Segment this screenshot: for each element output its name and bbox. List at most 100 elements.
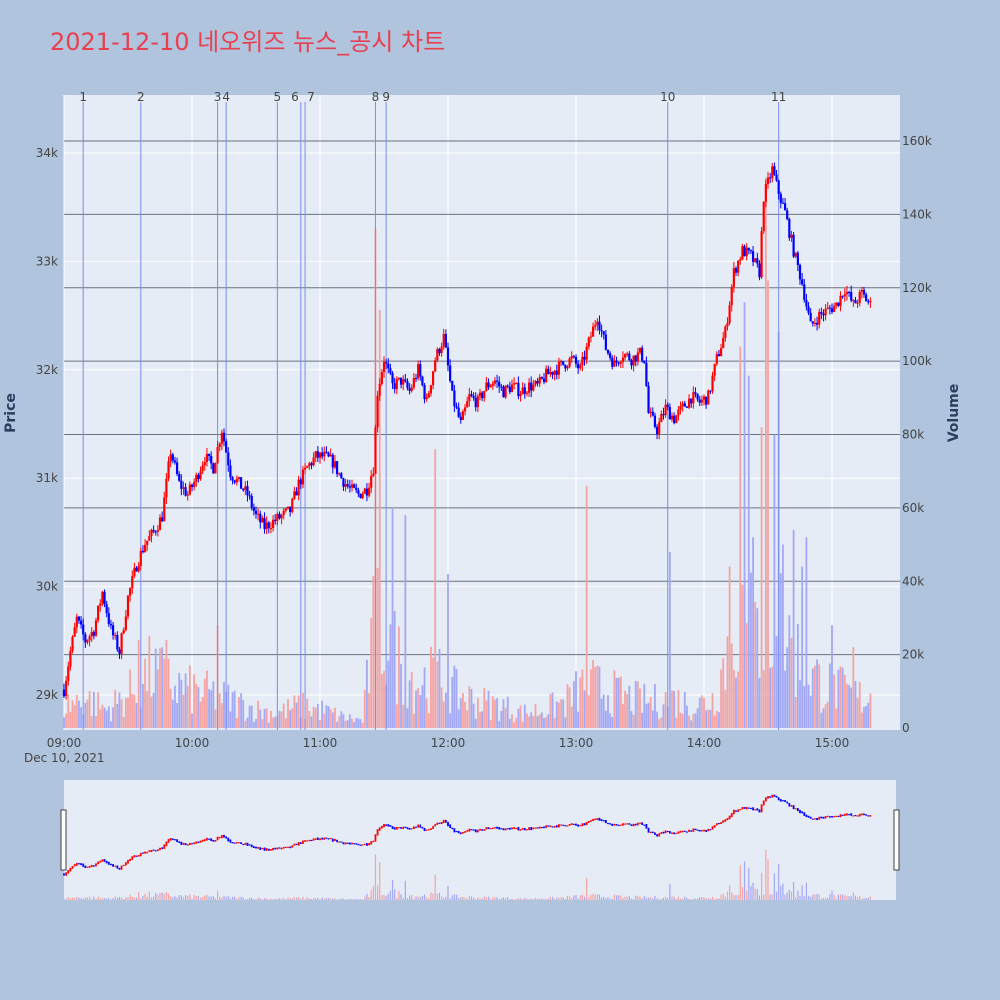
- slider-candle: [622, 823, 624, 826]
- volume-bar: [788, 615, 791, 728]
- price-candle: [466, 396, 469, 408]
- slider-candle: [165, 841, 168, 847]
- slider-candle: [822, 816, 825, 819]
- slider-volume-bar: [95, 898, 97, 900]
- slider-candle: [408, 828, 411, 830]
- slider-candle: [634, 823, 637, 826]
- volume-bar: [732, 669, 735, 728]
- slider-volume-bar: [67, 896, 69, 900]
- price-candle: [658, 417, 661, 440]
- slider-candle: [583, 823, 586, 826]
- slider-candle: [645, 823, 648, 829]
- slider-candle: [479, 828, 481, 831]
- slider-volume-bar: [658, 899, 660, 900]
- price-candle: [267, 520, 270, 534]
- volume-tick-label: 0: [902, 721, 910, 735]
- price-candle: [455, 402, 458, 410]
- slider-volume-bar: [144, 893, 146, 900]
- slider-volume-bar: [526, 898, 528, 900]
- price-candle: [602, 330, 605, 340]
- volume-bar: [594, 666, 597, 728]
- price-candle: [587, 336, 590, 350]
- slider-volume-bar: [441, 896, 443, 900]
- volume-bar: [724, 689, 727, 728]
- slider-candle: [788, 803, 791, 807]
- slider-candle: [491, 827, 494, 830]
- slider-candle: [540, 826, 543, 829]
- volume-bar: [165, 639, 168, 728]
- volume-bar: [282, 703, 285, 728]
- slider-candle: [711, 826, 714, 830]
- volume-bar: [673, 691, 676, 728]
- slider-candle: [385, 824, 388, 826]
- slider-candle: [84, 865, 87, 868]
- volume-bar: [146, 691, 149, 728]
- volume-bar: [628, 685, 631, 728]
- price-candle: [427, 390, 430, 399]
- slider-volume-bar: [195, 895, 197, 900]
- price-candle: [156, 525, 159, 537]
- volume-bar: [658, 719, 661, 728]
- slider-candle: [227, 837, 230, 842]
- range-slider[interactable]: [64, 780, 896, 900]
- slider-candle: [767, 796, 769, 799]
- range-slider-left-handle[interactable]: [60, 809, 67, 871]
- price-candle: [276, 512, 279, 526]
- slider-volume-bar: [844, 895, 846, 900]
- price-candle: [709, 390, 712, 395]
- slider-volume-bar: [639, 896, 641, 900]
- slider-volume-bar: [812, 894, 814, 900]
- volume-bar: [238, 697, 240, 728]
- price-candle: [483, 390, 486, 402]
- volume-bar: [675, 717, 678, 728]
- main-plot-area[interactable]: [64, 95, 900, 730]
- price-candle: [399, 377, 403, 389]
- price-candle: [99, 599, 102, 612]
- slider-volume-bar: [114, 896, 116, 900]
- slider-volume-bar: [125, 897, 127, 900]
- slider-volume-bar: [396, 897, 398, 900]
- slider-candle: [656, 834, 658, 837]
- slider-volume-bar: [191, 898, 193, 900]
- slider-candle: [487, 827, 490, 830]
- slider-candle: [553, 825, 556, 828]
- slider-candle: [312, 838, 315, 841]
- slider-volume-bar: [274, 898, 276, 900]
- slider-candle: [551, 826, 554, 828]
- slider-volume-bar: [387, 893, 389, 900]
- price-candle: [257, 508, 260, 521]
- range-slider-right-handle[interactable]: [893, 809, 900, 871]
- price-candle: [628, 351, 631, 362]
- volume-bar: [131, 694, 134, 728]
- price-candle: [126, 594, 130, 620]
- volume-bar: [118, 692, 121, 728]
- slider-volume-bar: [234, 896, 236, 900]
- volume-bar: [722, 658, 725, 728]
- volume-bar: [78, 700, 80, 728]
- price-candle: [801, 272, 804, 287]
- volume-bar: [683, 692, 686, 728]
- volume-bar: [528, 716, 530, 728]
- slider-candle: [238, 842, 240, 844]
- volume-bar: [545, 716, 548, 728]
- price-candle: [754, 257, 757, 263]
- slider-candle: [118, 867, 121, 870]
- price-candle: [630, 358, 633, 370]
- slider-candle: [496, 826, 498, 829]
- slider-candle: [694, 828, 697, 831]
- volume-bar: [199, 701, 202, 728]
- volume-bar: [459, 698, 462, 728]
- volume-bar: [511, 714, 513, 728]
- volume-bar: [278, 710, 281, 728]
- slider-volume-bar: [342, 898, 345, 900]
- price-candle: [248, 490, 251, 500]
- price-tick-label: 30k: [36, 580, 58, 594]
- slider-volume-bar: [453, 894, 455, 900]
- slider-candle: [75, 862, 78, 866]
- slider-volume-bar: [686, 897, 688, 900]
- volume-bar: [116, 704, 119, 728]
- volume-bar: [280, 711, 283, 728]
- volume-bar: [421, 685, 424, 728]
- volume-bar: [600, 698, 603, 728]
